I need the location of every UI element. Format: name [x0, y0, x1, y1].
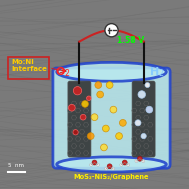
FancyBboxPatch shape [132, 81, 155, 157]
Circle shape [97, 91, 104, 98]
Circle shape [101, 144, 107, 151]
Circle shape [145, 83, 150, 88]
Circle shape [137, 156, 142, 161]
Circle shape [91, 114, 98, 121]
Circle shape [96, 163, 99, 166]
Circle shape [116, 133, 122, 139]
Circle shape [87, 133, 94, 139]
Circle shape [146, 106, 153, 113]
Circle shape [112, 167, 115, 170]
Circle shape [135, 160, 138, 163]
Circle shape [142, 160, 145, 163]
FancyBboxPatch shape [53, 68, 170, 168]
Text: H$_2$: H$_2$ [149, 66, 165, 79]
Circle shape [80, 114, 86, 120]
Circle shape [102, 125, 109, 132]
Circle shape [90, 163, 93, 166]
Ellipse shape [57, 157, 166, 172]
Text: 5  nm: 5 nm [8, 163, 24, 168]
Circle shape [127, 163, 130, 166]
Circle shape [68, 104, 75, 111]
Circle shape [110, 106, 117, 113]
Bar [8, 57, 49, 79]
FancyBboxPatch shape [68, 81, 91, 157]
Circle shape [122, 160, 127, 165]
Circle shape [73, 130, 78, 135]
Circle shape [105, 167, 108, 170]
Text: 1.58 V: 1.58 V [117, 36, 144, 46]
Circle shape [106, 82, 113, 88]
Circle shape [107, 164, 112, 169]
Ellipse shape [57, 62, 166, 81]
Circle shape [92, 160, 97, 165]
Circle shape [120, 163, 123, 166]
Circle shape [135, 120, 141, 126]
Circle shape [105, 24, 118, 37]
Circle shape [141, 133, 146, 139]
Circle shape [87, 96, 91, 101]
Circle shape [73, 87, 82, 95]
Circle shape [95, 82, 102, 88]
Text: MoS₂-NiS₂/Graphene: MoS₂-NiS₂/Graphene [74, 174, 149, 180]
Circle shape [138, 91, 146, 98]
Text: O$_2$: O$_2$ [54, 66, 70, 79]
Text: Mo:Ni
Interface: Mo:Ni Interface [11, 59, 47, 72]
Circle shape [119, 119, 126, 126]
Circle shape [82, 101, 88, 107]
